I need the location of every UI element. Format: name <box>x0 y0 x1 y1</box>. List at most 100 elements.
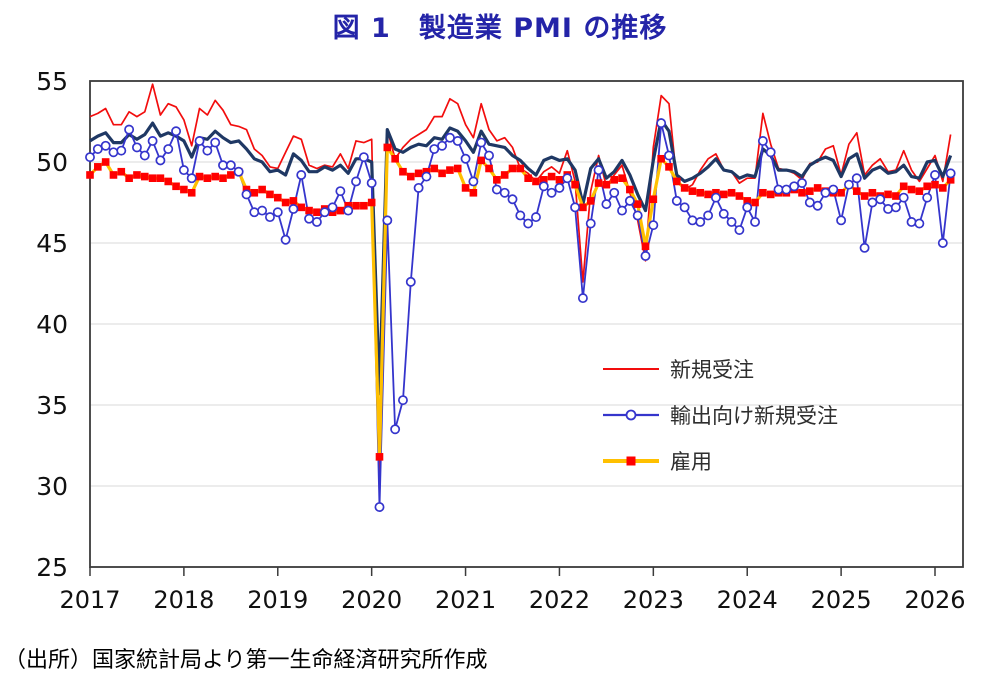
blue-line-circle-swatch-icon <box>603 409 659 421</box>
x-axis-label: 2018 <box>153 586 214 614</box>
marker-square-employment <box>602 180 611 189</box>
x-axis-label: 2019 <box>247 586 308 614</box>
marker-square-employment <box>641 242 650 251</box>
marker-circle-export-new-orders <box>437 140 448 151</box>
marker-circle-export-new-orders <box>648 220 659 231</box>
marker-square-employment <box>759 188 767 197</box>
marker-square-employment <box>109 171 118 179</box>
marker-circle-export-new-orders <box>632 210 643 221</box>
marker-circle-export-new-orders <box>577 293 588 304</box>
marker-square-employment <box>117 167 126 176</box>
marker-circle-export-new-orders <box>272 207 283 218</box>
marker-circle-export-new-orders <box>358 152 369 163</box>
marker-circle-export-new-orders <box>789 181 800 192</box>
marker-circle-export-new-orders <box>178 165 189 176</box>
marker-square-employment <box>743 197 752 205</box>
gold-line-square-swatch-icon <box>603 456 659 466</box>
marker-circle-export-new-orders <box>640 251 651 261</box>
marker-square-employment <box>258 185 266 194</box>
legend-label-new-orders: 新規受注 <box>670 358 754 382</box>
marker-square-employment <box>766 190 775 199</box>
x-axis-label: 2024 <box>717 586 778 614</box>
marker-square-employment <box>336 206 345 215</box>
marker-circle-export-new-orders <box>85 152 95 163</box>
marker-circle-export-new-orders <box>108 147 119 158</box>
marker-circle-export-new-orders <box>812 200 823 211</box>
marker-square-employment <box>250 188 259 197</box>
marker-circle-export-new-orders <box>781 184 792 195</box>
marker-square-employment <box>665 163 673 171</box>
marker-circle-export-new-orders <box>538 181 549 192</box>
marker-circle-export-new-orders <box>867 197 878 208</box>
marker-square-employment <box>360 201 368 210</box>
marker-circle-export-new-orders <box>280 234 291 245</box>
series-line-pmi-headline <box>89 118 953 396</box>
marker-circle-export-new-orders <box>898 192 909 203</box>
marker-square-employment <box>626 185 634 194</box>
marker-circle-export-new-orders <box>202 145 213 156</box>
marker-circle-export-new-orders <box>92 144 103 154</box>
marker-circle-export-new-orders <box>257 205 268 216</box>
marker-circle-export-new-orders <box>679 202 690 213</box>
marker-circle-export-new-orders <box>429 144 440 154</box>
marker-square-employment <box>727 188 736 197</box>
marker-circle-export-new-orders <box>444 132 455 143</box>
marker-square-employment <box>195 172 204 181</box>
marker-square-employment <box>485 164 493 173</box>
x-axis-label: 2021 <box>435 586 496 614</box>
marker-circle-export-new-orders <box>687 215 698 226</box>
marker-circle-export-new-orders <box>405 276 416 287</box>
marker-square-employment <box>852 187 861 195</box>
chart-title: 図 1 製造業 PMI の推移 <box>332 13 668 44</box>
marker-circle-export-new-orders <box>718 208 729 219</box>
marker-circle-export-new-orders <box>742 202 753 213</box>
marker-circle-export-new-orders <box>265 212 275 223</box>
marker-circle-export-new-orders <box>304 213 315 224</box>
marker-square-employment <box>539 176 548 184</box>
marker-circle-export-new-orders <box>617 205 627 216</box>
marker-square-employment <box>367 198 376 207</box>
marker-circle-export-new-orders <box>288 204 299 214</box>
marker-square-employment <box>453 164 462 173</box>
marker-square-employment <box>923 182 931 191</box>
marker-square-employment <box>868 188 877 197</box>
marker-square-employment <box>477 156 486 165</box>
marker-circle-export-new-orders <box>147 135 158 146</box>
marker-circle-export-new-orders <box>773 184 784 195</box>
marker-circle-export-new-orders <box>124 124 135 135</box>
marker-square-employment <box>493 176 501 184</box>
x-axis-label: 2023 <box>623 586 684 614</box>
marker-square-employment <box>133 171 141 179</box>
marker-circle-export-new-orders <box>210 137 221 148</box>
chart-legend: 新規受注 輸出向け新規受注 雇用 <box>602 346 838 484</box>
marker-square-employment <box>915 187 924 195</box>
marker-circle-export-new-orders <box>828 184 839 195</box>
marker-circle-export-new-orders <box>155 155 166 166</box>
marker-circle-export-new-orders <box>476 137 487 148</box>
y-axis-label: 45 <box>36 229 68 258</box>
marker-circle-export-new-orders <box>233 166 244 177</box>
marker-circle-export-new-orders <box>139 150 150 161</box>
legend-label-employment: 雇用 <box>670 450 712 474</box>
marker-square-employment <box>524 174 532 182</box>
marker-circle-export-new-orders <box>734 225 745 235</box>
marker-circle-export-new-orders <box>914 218 925 229</box>
marker-square-employment <box>438 169 446 178</box>
marker-circle-export-new-orders <box>710 192 721 203</box>
marker-square-employment <box>798 188 806 197</box>
marker-square-employment <box>281 198 290 207</box>
marker-square-employment <box>406 172 415 181</box>
marker-square-employment <box>813 184 822 192</box>
marker-square-employment <box>266 190 274 199</box>
marker-square-employment <box>227 171 235 179</box>
marker-square-employment <box>633 200 642 208</box>
legend-item-employment: 雇用 <box>602 438 838 484</box>
marker-square-employment <box>579 203 587 212</box>
marker-square-employment <box>305 206 313 215</box>
marker-square-employment <box>939 184 947 192</box>
marker-circle-export-new-orders <box>601 199 612 210</box>
marker-square-employment <box>391 154 399 163</box>
marker-square-employment <box>101 158 110 166</box>
marker-square-employment <box>461 184 470 192</box>
marker-circle-export-new-orders <box>452 135 463 146</box>
